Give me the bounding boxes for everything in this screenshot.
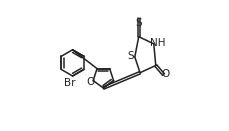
Text: O: O xyxy=(162,69,170,79)
Text: S: S xyxy=(128,51,134,61)
Text: Br: Br xyxy=(64,78,75,88)
Text: NH: NH xyxy=(150,38,166,48)
Text: O: O xyxy=(86,77,94,87)
Text: S: S xyxy=(136,18,142,28)
